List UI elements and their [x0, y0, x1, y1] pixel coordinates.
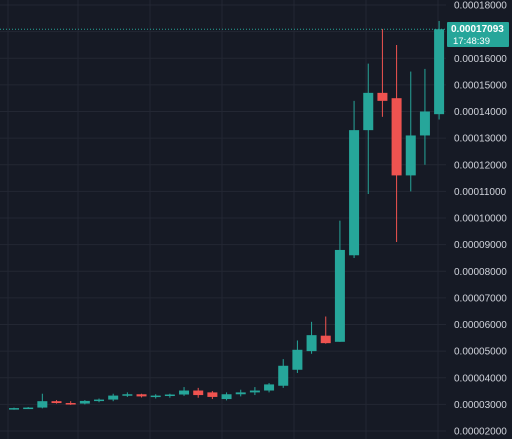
- price-tick-label: 0.00013000: [454, 134, 507, 145]
- candle[interactable]: [391, 44, 402, 242]
- candle-body: [264, 384, 275, 391]
- candle[interactable]: [249, 387, 260, 396]
- candle-body: [94, 399, 105, 402]
- candle-body: [405, 135, 416, 176]
- candle-body: [23, 407, 34, 410]
- candle-body: [79, 400, 90, 404]
- candle-body: [221, 394, 232, 400]
- price-tick-label: 0.00009000: [454, 240, 507, 251]
- candle-body: [37, 401, 48, 408]
- candle-body: [434, 29, 445, 115]
- candle-body: [136, 394, 147, 397]
- candle[interactable]: [235, 389, 246, 397]
- candle-body: [193, 390, 204, 396]
- candle-body: [179, 390, 190, 395]
- candle[interactable]: [51, 400, 62, 404]
- candles[interactable]: [9, 20, 445, 410]
- candle[interactable]: [65, 401, 76, 405]
- candle[interactable]: [363, 63, 374, 195]
- price-tick-label: 0.00015000: [454, 80, 507, 91]
- price-tick-label: 0.00011000: [454, 187, 507, 198]
- candle-body: [122, 394, 133, 396]
- candle-body: [419, 111, 430, 136]
- candle[interactable]: [320, 316, 331, 344]
- candle-body: [306, 335, 317, 352]
- candle[interactable]: [278, 359, 289, 388]
- candle-body: [349, 130, 360, 256]
- candle-body: [249, 390, 260, 393]
- candle[interactable]: [136, 393, 147, 398]
- candle-body: [164, 394, 175, 397]
- price-tick-label: 0.00002000: [454, 427, 507, 438]
- candle-body: [108, 395, 119, 400]
- candle[interactable]: [108, 393, 119, 402]
- candle-body: [150, 395, 161, 398]
- candle[interactable]: [179, 387, 190, 396]
- price-tick-label: 0.00008000: [454, 267, 507, 278]
- candle-body: [377, 92, 388, 101]
- candle[interactable]: [419, 68, 430, 165]
- price-tick-label: 0.00010000: [454, 214, 507, 225]
- price-tick-label: 0.00012000: [454, 160, 507, 171]
- candle[interactable]: [264, 383, 275, 393]
- candle-body: [65, 403, 76, 405]
- candle[interactable]: [164, 393, 175, 398]
- candle[interactable]: [23, 407, 34, 410]
- candle[interactable]: [122, 392, 133, 397]
- candle-body: [391, 98, 402, 176]
- price-tick-label: 0.00004000: [454, 373, 507, 384]
- candle[interactable]: [405, 71, 416, 192]
- candle[interactable]: [334, 220, 345, 342]
- candle[interactable]: [434, 20, 445, 120]
- candle[interactable]: [221, 392, 232, 401]
- candle[interactable]: [292, 340, 303, 373]
- candle[interactable]: [94, 398, 105, 403]
- price-tick-label: 0.00006000: [454, 320, 507, 331]
- horizontal-gridlines: [0, 4, 446, 432]
- candle-countdown: 17:48:39: [453, 36, 490, 47]
- price-tick-label: 0.00014000: [454, 107, 507, 118]
- candle-body: [363, 92, 374, 131]
- last-price-label: 0.00017093 17:48:39: [447, 22, 509, 47]
- candle-body: [334, 249, 345, 342]
- price-tick-label: 0.00016000: [454, 54, 507, 65]
- vertical-gridlines: [7, 0, 439, 439]
- candle-body: [51, 401, 62, 404]
- candle-body: [235, 392, 246, 395]
- candle[interactable]: [377, 28, 388, 117]
- price-tick-label: 0.00005000: [454, 347, 507, 358]
- price-tick-label: 0.00007000: [454, 293, 507, 304]
- candle[interactable]: [193, 387, 204, 398]
- candle[interactable]: [37, 393, 48, 409]
- candle[interactable]: [79, 400, 90, 405]
- candle-body: [292, 349, 303, 370]
- candle[interactable]: [150, 394, 161, 399]
- price-tick-label: 0.00018000: [454, 1, 507, 12]
- price-tick-label: 0.00003000: [454, 400, 507, 411]
- candle[interactable]: [306, 321, 317, 354]
- candle-body: [207, 392, 218, 397]
- candle[interactable]: [9, 407, 19, 410]
- last-price-value: 0.00017093: [451, 24, 504, 35]
- candle-body: [278, 365, 289, 386]
- candle[interactable]: [207, 391, 218, 400]
- candle-body: [320, 335, 331, 344]
- candle[interactable]: [349, 100, 360, 258]
- candle-body: [9, 408, 19, 410]
